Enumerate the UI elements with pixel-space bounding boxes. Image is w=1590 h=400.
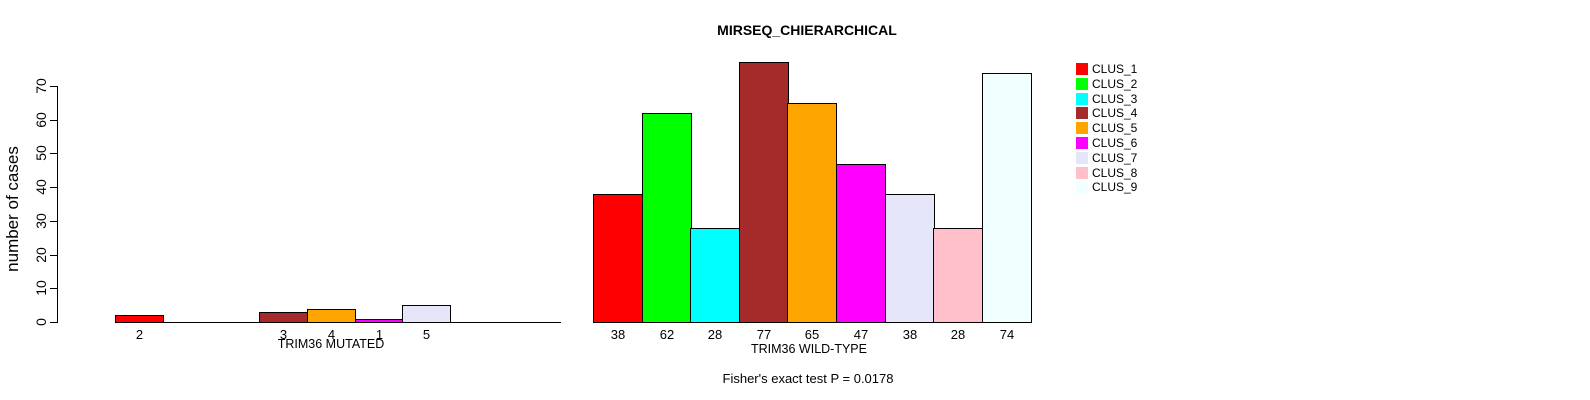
bar-CLUS_8 [933,228,983,323]
legend-label-CLUS_1: CLUS_1 [1092,62,1138,76]
legend-swatch-CLUS_5 [1076,122,1088,134]
bar-CLUS_4 [259,312,308,323]
bar-CLUS_2 [642,113,692,323]
bar-value-label: 77 [756,327,772,342]
bar-CLUS_7 [402,305,451,323]
bar-value-label: 28 [950,327,966,342]
bar-value-label: 74 [999,327,1015,342]
y-tick [50,322,57,323]
bar-value-label: 28 [707,327,723,342]
fisher-test-annotation: Fisher's exact test P = 0.0178 [722,371,894,386]
chart-title: MIRSEQ_CHIERARCHICAL [717,22,897,38]
y-tick [50,221,57,222]
y-tick-label: 10 [33,280,49,296]
y-tick-label: 40 [33,179,49,195]
y-tick-label: 70 [33,78,49,94]
legend-label-CLUS_9: CLUS_9 [1092,180,1138,194]
legend-swatch-CLUS_6 [1076,137,1088,149]
y-tick [50,255,57,256]
bar-value-label: 65 [804,327,820,342]
bar-value-label: 3 [279,327,288,342]
x-axis-label-mutated: TRIM36 MUTATED [277,337,385,351]
legend-label-CLUS_2: CLUS_2 [1092,77,1138,91]
legend-label-CLUS_6: CLUS_6 [1092,136,1138,150]
y-tick-label: 30 [33,213,49,229]
y-tick-label: 50 [33,145,49,161]
y-tick [50,86,57,87]
bar-value-label: 38 [902,327,918,342]
bar-CLUS_3 [690,228,740,323]
bar-CLUS_9 [982,73,1032,323]
bar-value-label: 62 [659,327,675,342]
legend-swatch-CLUS_9 [1076,181,1088,193]
bar-CLUS_4 [739,62,789,323]
y-tick [50,288,57,289]
bar-CLUS_5 [787,103,837,323]
bar-value-label: 4 [327,327,336,342]
bar-CLUS_5 [307,309,356,323]
bar-CLUS_7 [885,194,935,323]
legend-swatch-CLUS_3 [1076,93,1088,105]
y-axis-line [57,86,58,323]
bar-CLUS_1 [593,194,643,323]
bar-CLUS_6 [355,319,404,323]
legend-label-CLUS_3: CLUS_3 [1092,92,1138,106]
legend-label-CLUS_8: CLUS_8 [1092,166,1138,180]
bar-value-label: 2 [135,327,144,342]
y-tick [50,120,57,121]
legend-swatch-CLUS_4 [1076,107,1088,119]
bar-value-label: 38 [610,327,626,342]
bar-CLUS_1 [115,315,164,323]
legend-label-CLUS_5: CLUS_5 [1092,121,1138,135]
y-tick-label: 60 [33,112,49,128]
x-axis-label-wildtype: TRIM36 WILD-TYPE [751,342,867,356]
legend-swatch-CLUS_1 [1076,63,1088,75]
y-axis-label: number of cases [3,146,22,272]
bar-value-label: 5 [422,327,431,342]
legend-swatch-CLUS_7 [1076,152,1088,164]
y-tick-label: 0 [33,318,49,326]
legend-label-CLUS_4: CLUS_4 [1092,106,1138,120]
y-tick [50,153,57,154]
bar-CLUS_6 [836,164,886,323]
legend-label-CLUS_7: CLUS_7 [1092,151,1138,165]
bar-value-label: 47 [853,327,869,342]
y-tick [50,187,57,188]
bar-value-label: 1 [375,327,384,342]
legend-swatch-CLUS_8 [1076,167,1088,179]
y-tick-label: 20 [33,247,49,263]
legend-swatch-CLUS_2 [1076,78,1088,90]
